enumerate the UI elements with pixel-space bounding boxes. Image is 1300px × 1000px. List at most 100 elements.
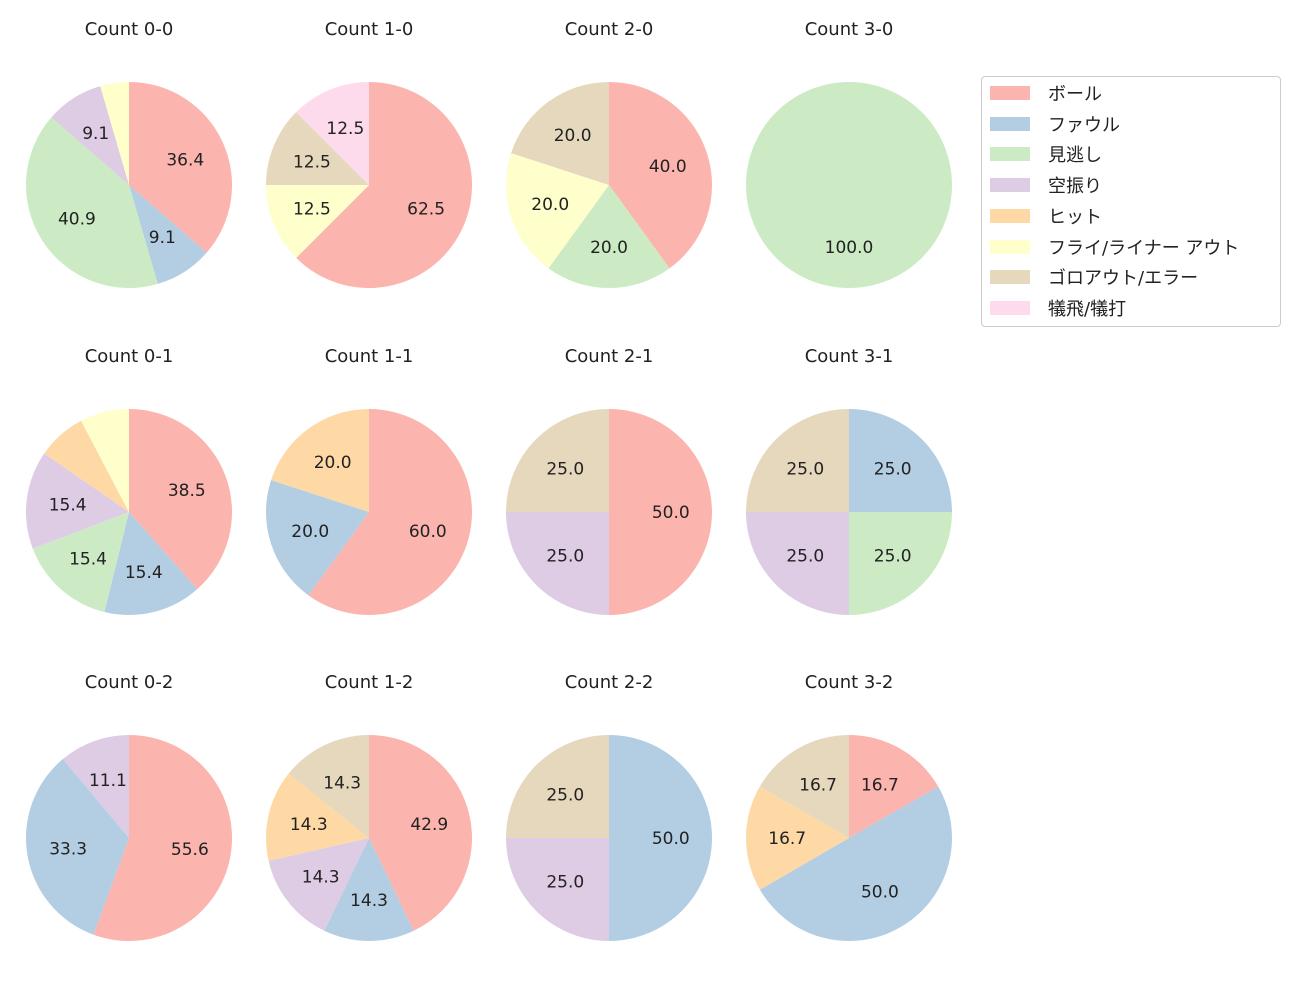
pie-slice-見逃し	[849, 512, 952, 615]
pie-slice-見逃し	[746, 82, 952, 288]
pie-data-label: 11.1	[89, 771, 127, 791]
pie-data-label: 50.0	[652, 829, 690, 849]
pie-data-label: 14.3	[290, 815, 328, 835]
pie-data-label: 25.0	[786, 547, 824, 567]
pie-data-label: 25.0	[786, 459, 824, 479]
legend-label: ゴロアウト/エラー	[1048, 268, 1199, 290]
pie-data-label: 62.5	[407, 200, 445, 220]
pie-slice-ファウル	[324, 838, 414, 941]
pie-data-label: 25.0	[546, 459, 584, 479]
pie-data-label: 25.0	[546, 873, 584, 893]
pie-slice-フライ/ライナー アウト	[266, 185, 369, 258]
pie-data-label: 55.6	[171, 840, 209, 860]
pie-slice-空振り	[506, 512, 609, 615]
pie-slice-ファウル	[129, 185, 207, 284]
pie-data-label: 25.0	[546, 785, 584, 805]
legend-item: フライ/ライナー アウト	[990, 237, 1240, 259]
pie-title: Count 2-0	[565, 19, 654, 40]
pie-slice-ゴロアウト/エラー	[288, 735, 369, 838]
pie-slice-ボール	[296, 82, 472, 288]
pie-slice-ゴロアウト/エラー	[746, 409, 849, 512]
pie-slice-ファウル	[25, 759, 129, 935]
pie-title: Count 0-0	[85, 19, 174, 40]
legend-label: フライ/ライナー アウト	[1048, 237, 1240, 259]
pie-slice-空振り	[62, 735, 129, 838]
pie-data-label: 20.0	[314, 453, 352, 473]
pie-slice-ファウル	[849, 409, 952, 512]
pie-data-label: 25.0	[874, 547, 912, 567]
pie-data-label: 14.3	[350, 891, 388, 911]
pie-data-label: 36.4	[166, 150, 204, 170]
legend-swatch	[990, 178, 1030, 193]
pie-slice-フライ/ライナー アウト	[100, 82, 129, 185]
pie-slice-ヒット	[44, 420, 129, 512]
pie-title: Count 1-2	[325, 672, 414, 693]
pie-slice-ボール	[609, 82, 713, 269]
pie-slice-フライ/ライナー アウト	[81, 409, 129, 512]
pie-title: Count 2-1	[565, 346, 654, 367]
pie-slice-ファウル	[266, 480, 369, 596]
legend-label: 犠飛/犠打	[1048, 298, 1127, 320]
pie-slice-ボール	[609, 409, 712, 615]
pie-data-label: 15.4	[125, 563, 163, 583]
pie-slice-ファウル	[759, 786, 952, 941]
legend-item: ゴロアウト/エラー	[990, 267, 1199, 290]
pie-slice-ゴロアウト/エラー	[506, 735, 609, 838]
pie-data-label: 16.7	[861, 775, 899, 795]
legend-swatch	[990, 208, 1030, 223]
pie-data-label: 15.4	[49, 496, 87, 516]
legend-label: 見逃し	[1048, 145, 1102, 167]
legend-item: ボール	[990, 83, 1102, 105]
pie-title: Count 3-2	[805, 672, 894, 693]
pie-data-label: 20.0	[554, 126, 592, 146]
pie-data-label: 16.7	[799, 775, 837, 795]
pie-title: Count 1-1	[325, 346, 414, 367]
legend-swatch	[990, 270, 1030, 285]
legend-label: ヒット	[1048, 206, 1102, 228]
pie-title: Count 0-2	[85, 672, 174, 693]
pie-data-label: 15.4	[69, 549, 107, 569]
pie-slice-空振り	[268, 838, 369, 931]
pie-slice-空振り	[506, 838, 609, 941]
pie-slice-見逃し	[26, 117, 158, 288]
pie-data-label: 60.0	[409, 522, 447, 542]
pie-slice-ボール	[308, 409, 473, 616]
legend-item: 空振り	[990, 175, 1102, 197]
legend-swatch	[990, 116, 1030, 131]
pie-slice-空振り	[746, 512, 849, 615]
pie-slice-ゴロアウト/エラー	[506, 409, 609, 512]
pie-title: Count 2-2	[565, 672, 654, 693]
pie-data-label: 40.0	[649, 157, 687, 177]
legend-swatch	[990, 300, 1030, 315]
pie-slice-フライ/ライナー アウト	[506, 153, 609, 269]
pie-data-label: 25.0	[546, 547, 584, 567]
pie-data-label: 9.1	[82, 124, 109, 144]
pie-slice-ゴロアウト/エラー	[511, 82, 609, 185]
pie-data-label: 50.0	[652, 503, 690, 523]
legend-swatch	[990, 86, 1030, 100]
pie-slice-ファウル	[104, 512, 198, 615]
legend-item: 見逃し	[990, 144, 1102, 167]
pie-slice-ボール	[93, 735, 233, 941]
pie-data-label: 42.9	[410, 815, 448, 835]
pie-data-label: 40.9	[58, 209, 96, 229]
pie-slice-犠飛/犠打	[296, 82, 369, 185]
pie-data-label: 50.0	[861, 883, 899, 903]
pie-slice-空振り	[26, 453, 129, 549]
pie-title: Count 3-1	[805, 346, 894, 367]
pie-slice-ボール	[129, 82, 232, 253]
pie-data-label: 9.1	[149, 228, 176, 248]
pie-slice-ヒット	[745, 786, 849, 890]
pie-slice-見逃し	[32, 512, 129, 613]
pie-data-label: 20.0	[590, 238, 628, 258]
pie-data-label: 14.3	[302, 868, 340, 888]
pie-slice-ボール	[129, 409, 233, 590]
pie-title: Count 0-1	[85, 346, 174, 367]
pie-slice-空振り	[51, 86, 130, 185]
pie-data-label: 25.0	[874, 459, 912, 479]
legend-swatch	[990, 147, 1030, 162]
pie-slice-ボール	[849, 735, 939, 838]
pie-data-label: 14.3	[323, 773, 361, 793]
